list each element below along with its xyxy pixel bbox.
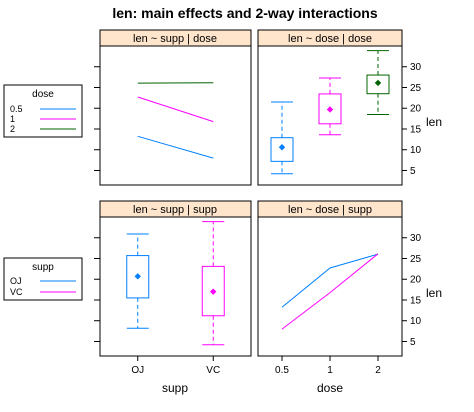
y-tick-label-br-3: 20 [410, 275, 422, 286]
box-mean-marker-bl-1 [210, 288, 217, 295]
series-line-br-1 [281, 253, 379, 330]
x-tick-label-br-1: 1 [327, 365, 333, 376]
panel-marks-top-left [137, 82, 214, 159]
legend-dose: dose 0.5 1 2 [3, 84, 83, 138]
x-tick-label-bl-1: VC [206, 365, 220, 376]
box-mean-marker-tr-1 [326, 106, 334, 113]
panel-marks-bottom-left [126, 221, 225, 346]
y-tick-label-br-1: 10 [410, 316, 422, 327]
y-tick-label-tr-3: 20 [410, 104, 422, 115]
legend-dose-label-2: 2 [10, 124, 15, 134]
y-tick-label-tr-4: 25 [410, 83, 422, 94]
x-tick-label-bl-0: OJ [131, 365, 144, 376]
y-axis-label-top: len [426, 115, 442, 129]
chart-title: len: main effects and 2-way interactions [112, 5, 378, 21]
box-mean-marker-tr-2 [374, 79, 382, 87]
legend-dose-label-0: 0.5 [10, 104, 23, 114]
box-mean-marker-bl-0 [134, 273, 141, 280]
panel-marks-top-right [270, 50, 390, 175]
y-tick-label-tr-0: 5 [410, 166, 416, 177]
x-tick-label-br-2: 2 [375, 365, 381, 376]
box-body-tr-2 [366, 74, 390, 95]
box-mean-marker-tr-0 [278, 144, 286, 151]
panel-marks-bottom-right [281, 253, 379, 330]
axes-layer: 5 10 15 20 25 30 OJ VC 5 10 15 20 25 30 0.5 1 2 [94, 62, 422, 376]
y-tick-label-tr-5: 30 [410, 62, 422, 73]
box-body-bl-0 [126, 255, 150, 299]
x-axis-label-supp: supp [162, 381, 188, 395]
y-tick-label-br-2: 15 [410, 295, 422, 306]
box-body-bl-1 [201, 265, 225, 317]
y-tick-label-tr-1: 10 [410, 145, 422, 156]
series-line-tl-1 [137, 96, 214, 123]
y-axis-label-bottom: len [426, 286, 442, 300]
legend-supp-title: supp [32, 262, 54, 273]
box-body-tr-0 [270, 137, 294, 162]
panel-bottom-right: len ~ dose | supp [257, 200, 403, 357]
legend-dose-title: dose [32, 89, 54, 100]
legend-supp-label-0: OJ [10, 276, 22, 286]
legend-dose-label-1: 1 [10, 114, 15, 124]
series-line-br-0 [281, 253, 379, 308]
x-tick-label-br-0: 0.5 [275, 365, 289, 376]
y-tick-label-br-4: 25 [410, 254, 422, 265]
panel-top-left: len ~ supp | dose [99, 29, 252, 186]
legend-supp: supp OJ VC [3, 257, 83, 301]
strip-label-bottom-left: len ~ supp | supp [133, 204, 217, 216]
series-line-tl-0 [137, 135, 214, 159]
y-tick-label-br-0: 5 [410, 337, 416, 348]
y-tick-label-br-5: 30 [410, 233, 422, 244]
panel-top-right: len ~ dose | dose [257, 29, 403, 186]
x-axis-label-dose: dose [317, 381, 343, 395]
strip-label-bottom-right: len ~ dose | supp [288, 204, 372, 216]
strip-label-top-left: len ~ supp | dose [133, 33, 217, 45]
y-tick-label-tr-2: 15 [410, 124, 422, 135]
panel-bottom-left: len ~ supp | supp [99, 200, 252, 357]
strip-label-top-right: len ~ dose | dose [288, 33, 372, 45]
legend-supp-label-1: VC [10, 287, 23, 297]
box-body-tr-1 [318, 93, 342, 125]
